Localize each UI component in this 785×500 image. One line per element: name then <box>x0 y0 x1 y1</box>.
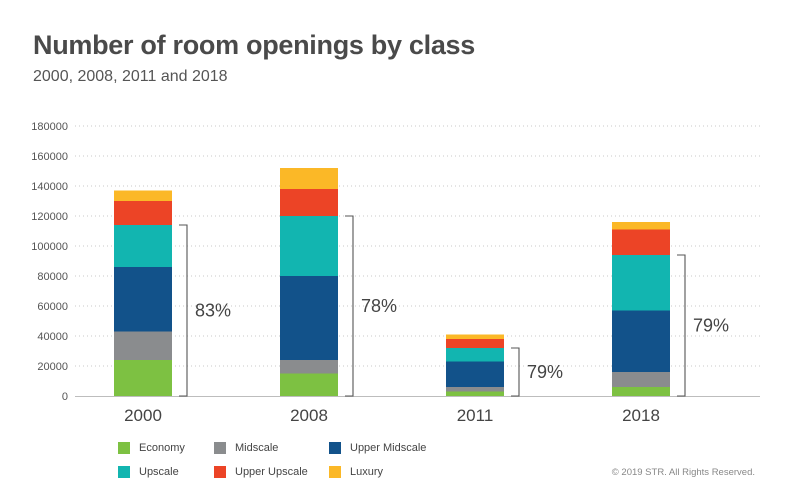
bar-segment-upper-midscale <box>280 276 338 360</box>
percentage-bracket <box>677 254 686 397</box>
bar-segment-upscale <box>612 255 670 311</box>
percentage-bracket <box>345 215 354 397</box>
bar-segment-economy <box>114 360 172 396</box>
legend-swatch <box>118 466 130 478</box>
legend-swatch <box>118 442 130 454</box>
bar-segment-midscale <box>114 331 172 360</box>
bar-segment-midscale <box>446 387 504 392</box>
bar-segment-upper-upscale <box>612 229 670 255</box>
legend-item-upscale: Upscale <box>118 466 179 478</box>
legend-item-luxury: Luxury <box>329 466 383 478</box>
y-tick-label: 60000 <box>37 301 68 313</box>
legend-label: Upper Midscale <box>350 442 427 454</box>
bar-segment-economy <box>280 373 338 396</box>
copyright-notice: © 2019 STR. All Rights Reserved. <box>611 467 755 478</box>
y-tick-label: 40000 <box>37 331 68 343</box>
y-tick-label: 180000 <box>31 121 68 133</box>
legend: Economy Midscale Upper Midscale Upscale Uppe… <box>118 442 538 486</box>
x-tick-label: 2008 <box>290 406 328 425</box>
bar-segment-upper-midscale <box>114 267 172 332</box>
bar-segment-luxury <box>114 190 172 201</box>
percentage-bracket <box>179 224 188 397</box>
y-tick-label: 20000 <box>37 361 68 373</box>
legend-swatch <box>214 466 226 478</box>
x-tick-label: 2000 <box>124 406 162 425</box>
bar-segment-midscale <box>612 372 670 387</box>
bar-segment-upscale <box>114 225 172 267</box>
legend-swatch <box>329 466 341 478</box>
bar-segment-upscale <box>280 216 338 276</box>
legend-label: Upper Upscale <box>235 466 308 478</box>
bar-segment-upscale <box>446 348 504 362</box>
legend-swatch <box>329 442 341 454</box>
bar-segment-upper-midscale <box>446 361 504 387</box>
legend-item-upper-upscale: Upper Upscale <box>214 466 308 478</box>
legend-label: Luxury <box>350 466 384 478</box>
bar-segment-upper-upscale <box>280 189 338 216</box>
legend-swatch <box>214 442 226 454</box>
chart-title: Number of room openings by class <box>33 30 475 60</box>
percentage-label: 78% <box>361 296 397 316</box>
percentage-label: 79% <box>527 362 563 382</box>
y-tick-label: 80000 <box>37 271 68 283</box>
legend-item-economy: Economy <box>118 442 185 454</box>
legend-item-upper-midscale: Upper Midscale <box>329 442 426 454</box>
bar-segment-luxury <box>612 222 670 230</box>
bar-segment-luxury <box>446 334 504 339</box>
bar-segment-luxury <box>280 168 338 189</box>
bar-segment-upper-upscale <box>446 339 504 348</box>
percentage-bracket <box>511 347 520 397</box>
y-tick-label: 120000 <box>31 211 68 223</box>
bar-segment-economy <box>446 391 504 396</box>
y-tick-label: 0 <box>62 391 68 403</box>
bar-segment-midscale <box>280 360 338 374</box>
chart-subtitle: 2000, 2008, 2011 and 2018 <box>33 68 228 85</box>
x-tick-label: 2011 <box>457 406 494 425</box>
bar-segment-economy <box>612 387 670 396</box>
percentage-label: 83% <box>195 301 231 321</box>
legend-label: Upscale <box>139 466 179 478</box>
y-tick-label: 100000 <box>31 241 68 253</box>
bar-segment-upper-upscale <box>114 201 172 225</box>
percentage-label: 79% <box>693 316 729 336</box>
legend-label: Economy <box>139 442 185 454</box>
legend-item-midscale: Midscale <box>214 442 278 454</box>
y-tick-label: 160000 <box>31 151 68 163</box>
y-tick-label: 140000 <box>31 181 68 193</box>
bar-segment-upper-midscale <box>612 310 670 372</box>
legend-label: Midscale <box>235 442 279 454</box>
x-tick-label: 2018 <box>622 406 660 425</box>
